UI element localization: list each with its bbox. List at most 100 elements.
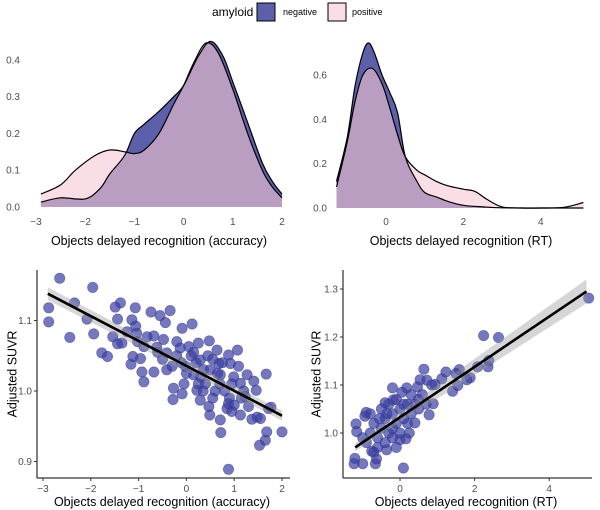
data-point — [221, 403, 233, 415]
data-point — [43, 316, 55, 328]
data-point — [416, 389, 428, 401]
data-point — [167, 393, 179, 405]
data-point — [386, 382, 398, 394]
legend-title: amyloid — [212, 5, 253, 19]
scatter-panel-accuracy: Adjusted SUVR −3 −2 −1 0 1 2 0.9 1.0 1.1 Objects d… — [5, 270, 290, 509]
x-axis-title: Objects delayed recognition (accuracy) — [54, 495, 270, 509]
x-tick-label: 1 — [231, 484, 237, 495]
data-point — [43, 302, 55, 314]
x-tick-label: −2 — [79, 217, 91, 228]
data-point — [397, 462, 409, 474]
data-point — [204, 409, 216, 421]
data-point — [276, 426, 288, 438]
data-point — [135, 353, 147, 365]
scatter-panel-rt: Adjusted SUVR 0 2 4 1.0 1.1 1.2 1.3 Objects dela… — [309, 270, 595, 509]
data-point — [423, 409, 435, 421]
x-axis-title: Objects delayed recognition (RT) — [375, 495, 558, 509]
data-point — [260, 368, 272, 380]
y-tick-label: 0.4 — [6, 55, 20, 66]
data-point — [411, 381, 423, 393]
legend-swatch-negative — [256, 2, 276, 22]
data-point — [194, 394, 206, 406]
y-tick-label: 0.2 — [6, 129, 20, 140]
data-point — [188, 346, 200, 358]
y-tick-label: 0.1 — [6, 166, 20, 177]
regression-line — [47, 292, 283, 417]
x-tick-label: 2 — [461, 217, 467, 228]
x-tick-label: 1 — [230, 217, 236, 228]
data-point — [116, 337, 128, 349]
x-tick-label: 0 — [383, 217, 389, 228]
y-tick-label: 0.3 — [6, 92, 20, 103]
y-tick-label: 1.3 — [324, 285, 338, 296]
x-tick-label: −1 — [129, 217, 141, 228]
data-point — [129, 302, 141, 314]
data-point — [166, 360, 178, 372]
data-point — [148, 330, 160, 342]
density-line-positive — [335, 67, 584, 209]
data-point — [180, 367, 192, 379]
data-point — [478, 330, 490, 342]
data-point — [176, 322, 188, 334]
data-point — [261, 426, 273, 438]
data-point — [390, 441, 402, 453]
data-point — [211, 344, 223, 356]
x-tick-label: 2 — [279, 484, 285, 495]
data-point — [396, 386, 408, 398]
x-axis-title: Objects delayed recognition (accuracy) — [51, 234, 267, 248]
y-tick-label: 1.0 — [18, 387, 32, 398]
y-tick-label: 1.1 — [18, 316, 32, 327]
y-tick-label: 1.2 — [324, 333, 338, 344]
data-point — [136, 366, 148, 378]
x-tick-label: 0 — [397, 484, 403, 495]
data-point — [418, 363, 430, 375]
data-point — [233, 360, 245, 372]
data-point — [214, 414, 226, 426]
density-panel-accuracy: −3 −2 −1 0 1 2 0.0 0.1 0.2 0.3 0.4 Objects delayed … — [6, 40, 285, 248]
data-point — [158, 333, 170, 345]
data-point — [87, 281, 99, 293]
y-tick-label: 1.1 — [324, 381, 338, 392]
y-tick-label: 0.2 — [313, 159, 327, 170]
data-point — [215, 427, 227, 439]
data-point — [64, 331, 76, 343]
legend-label-negative: negative — [283, 7, 317, 17]
density-line-negative — [40, 40, 283, 203]
data-point — [405, 389, 417, 401]
y-axis-title: Adjusted SUVR — [5, 331, 19, 418]
data-point — [171, 336, 183, 348]
legend: amyloid negative positive — [212, 2, 383, 22]
data-point — [368, 446, 380, 458]
data-point — [207, 353, 219, 365]
data-point — [178, 378, 190, 390]
y-tick-label: 0.4 — [313, 115, 327, 126]
data-point — [216, 357, 228, 369]
legend-swatch-positive — [327, 2, 347, 22]
data-point — [192, 337, 204, 349]
y-tick-label: 0.6 — [313, 71, 327, 82]
data-point — [186, 318, 198, 330]
density-area-positive — [40, 42, 283, 208]
data-point — [102, 350, 114, 362]
data-point — [255, 412, 267, 424]
density-panel-rt: 0 2 4 0.0 0.2 0.4 0.6 Objects delayed recogniti… — [313, 42, 584, 248]
y-axis-title: Adjusted SUVR — [309, 331, 323, 418]
data-point — [192, 378, 204, 390]
x-axis-title: Objects delayed recognition (RT) — [370, 234, 553, 248]
x-tick-label: 0 — [181, 217, 187, 228]
data-point — [223, 463, 235, 475]
legend-label-positive: positive — [352, 7, 383, 17]
data-point — [232, 344, 244, 356]
data-point — [583, 292, 595, 304]
data-point — [54, 272, 66, 284]
data-point — [112, 313, 124, 325]
data-point — [248, 375, 260, 387]
data-point — [168, 382, 180, 394]
data-point — [492, 331, 504, 343]
y-tick-label: 1.0 — [324, 429, 338, 440]
x-tick-label: 4 — [538, 217, 544, 228]
x-tick-label: 4 — [546, 484, 552, 495]
data-point — [109, 301, 121, 313]
data-point — [138, 376, 150, 388]
